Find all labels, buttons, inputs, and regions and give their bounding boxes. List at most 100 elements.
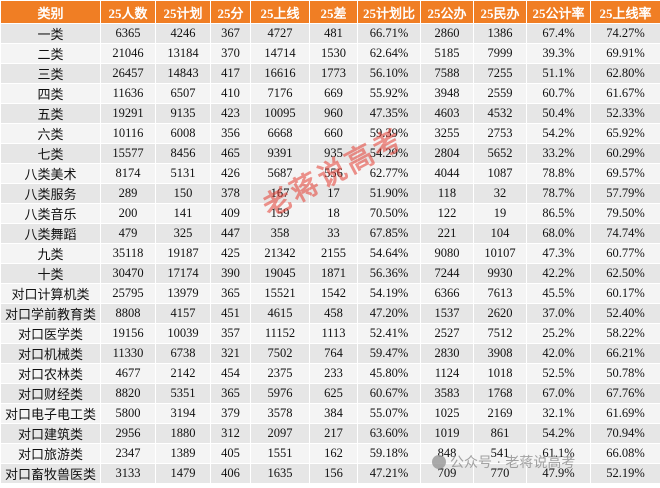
data-cell: 321	[210, 343, 251, 364]
category-cell: 对口计算机类	[0, 283, 101, 304]
table-row: 九类 35118 19187 425 21342 2155 54.64% 9080 10107 4…	[0, 243, 660, 264]
data-cell: 69.57%	[590, 163, 660, 184]
data-cell: 7512	[473, 323, 527, 344]
data-cell: 479	[100, 223, 156, 244]
data-cell: 3194	[155, 403, 211, 424]
data-cell: 2860	[420, 23, 474, 44]
data-cell: 454	[210, 363, 251, 384]
column-header: 25公办	[420, 0, 474, 24]
data-cell: 60.7%	[526, 83, 591, 104]
data-cell: 2097	[250, 423, 310, 444]
data-cell: 69.91%	[590, 43, 660, 64]
table-row: 十类 30470 17174 390 19045 1871 56.36% 7244 9930 42…	[0, 263, 660, 284]
table-row: 八类美术 8174 5131 426 5687 556 62.77% 4044 1087 78.8…	[0, 163, 660, 184]
data-cell: 11330	[100, 343, 156, 364]
data-cell: 379	[210, 403, 251, 424]
data-cell: 1537	[420, 303, 474, 324]
column-header: 25上线	[250, 0, 310, 24]
data-cell: 2347	[100, 443, 156, 464]
data-cell: 159	[250, 203, 310, 224]
data-cell: 451	[210, 303, 251, 324]
data-cell: 61.1%	[526, 443, 591, 464]
data-cell: 2620	[473, 303, 527, 324]
table-header-row: 类别 25人数 25计划 25分 25上线 25差 25计划比 25公办 25民办 25公计率 25…	[0, 0, 660, 24]
data-cell: 58.22%	[590, 323, 660, 344]
data-cell: 1113	[309, 323, 358, 344]
data-cell: 4677	[100, 363, 156, 384]
data-cell: 47.9%	[526, 463, 591, 484]
data-cell: 52.41%	[357, 323, 421, 344]
data-cell: 7999	[473, 43, 527, 64]
data-cell: 405	[210, 443, 251, 464]
data-cell: 5131	[155, 163, 211, 184]
data-cell: 19156	[100, 323, 156, 344]
data-cell: 426	[210, 163, 251, 184]
data-cell: 409	[210, 203, 251, 224]
data-cell: 104	[473, 223, 527, 244]
column-header: 类别	[0, 0, 101, 24]
data-cell: 33	[309, 223, 358, 244]
data-cell: 47.3%	[526, 243, 591, 264]
category-cell: 对口机械类	[0, 343, 101, 364]
data-cell: 861	[473, 423, 527, 444]
data-cell: 1386	[473, 23, 527, 44]
data-cell: 2804	[420, 143, 474, 164]
data-cell: 54.2%	[526, 423, 591, 444]
data-cell: 1087	[473, 163, 527, 184]
data-cell: 47.21%	[357, 463, 421, 484]
data-cell: 66.21%	[590, 343, 660, 364]
table-body: 一类 6365 4246 367 4727 481 66.71% 2860 1386 67.4% 7…	[0, 23, 660, 484]
data-cell: 47.35%	[357, 103, 421, 124]
data-cell: 15521	[250, 283, 310, 304]
column-header: 25计划	[155, 0, 211, 24]
data-cell: 221	[420, 223, 474, 244]
table-row: 对口机械类 11330 6738 321 7502 764 59.47% 2830 3908 42…	[0, 343, 660, 364]
data-cell: 62.77%	[357, 163, 421, 184]
data-cell: 6668	[250, 123, 310, 144]
data-cell: 7176	[250, 83, 310, 104]
data-cell: 61.67%	[590, 83, 660, 104]
data-cell: 32	[473, 183, 527, 204]
data-cell: 15577	[100, 143, 156, 164]
data-cell: 1635	[250, 463, 310, 484]
data-cell: 1019	[420, 423, 474, 444]
data-cell: 289	[100, 183, 156, 204]
table-row: 六类 10116 6008 356 6668 660 59.39% 3255 2753 54.2%…	[0, 123, 660, 144]
data-cell: 9391	[250, 143, 310, 164]
table-row: 二类 21046 13184 370 14714 1530 62.64% 5185 7999 39…	[0, 43, 660, 64]
data-cell: 4727	[250, 23, 310, 44]
data-cell: 1871	[309, 263, 358, 284]
data-cell: 61.69%	[590, 403, 660, 424]
data-cell: 390	[210, 263, 251, 284]
data-cell: 14714	[250, 43, 310, 64]
category-cell: 八类音乐	[0, 203, 101, 224]
data-cell: 55.92%	[357, 83, 421, 104]
data-cell: 13979	[155, 283, 211, 304]
data-cell: 2527	[420, 323, 474, 344]
table-row: 对口医学类 19156 10039 357 11152 1113 52.41% 2527 751…	[0, 323, 660, 344]
category-cell: 十类	[0, 263, 101, 284]
data-cell: 70.50%	[357, 203, 421, 224]
category-cell: 对口学前教育类	[0, 303, 101, 324]
table-row: 对口计算机类 25795 13979 365 15521 1542 54.19% 6366 76…	[0, 283, 660, 304]
data-cell: 63.60%	[357, 423, 421, 444]
table-row: 对口财经类 8820 5351 365 5976 625 60.67% 3583 1768 67.…	[0, 383, 660, 404]
data-cell: 1880	[155, 423, 211, 444]
data-cell: 357	[210, 323, 251, 344]
data-cell: 6738	[155, 343, 211, 364]
column-header: 25公计率	[526, 0, 591, 24]
data-cell: 358	[250, 223, 310, 244]
data-cell: 3948	[420, 83, 474, 104]
table-row: 五类 19291 9135 423 10095 960 47.35% 4603 4532 50.4…	[0, 103, 660, 124]
data-cell: 541	[473, 443, 527, 464]
column-header: 25差	[309, 0, 358, 24]
data-cell: 447	[210, 223, 251, 244]
data-cell: 59.39%	[357, 123, 421, 144]
data-cell: 52.40%	[590, 303, 660, 324]
data-cell: 1530	[309, 43, 358, 64]
data-cell: 51.90%	[357, 183, 421, 204]
data-cell: 6366	[420, 283, 474, 304]
data-cell: 17	[309, 183, 358, 204]
data-cell: 51.1%	[526, 63, 591, 84]
data-cell: 42.0%	[526, 343, 591, 364]
